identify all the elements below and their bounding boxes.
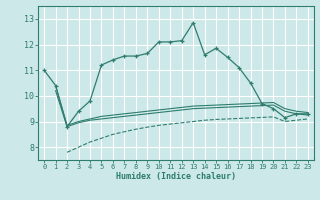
X-axis label: Humidex (Indice chaleur): Humidex (Indice chaleur)	[116, 172, 236, 181]
